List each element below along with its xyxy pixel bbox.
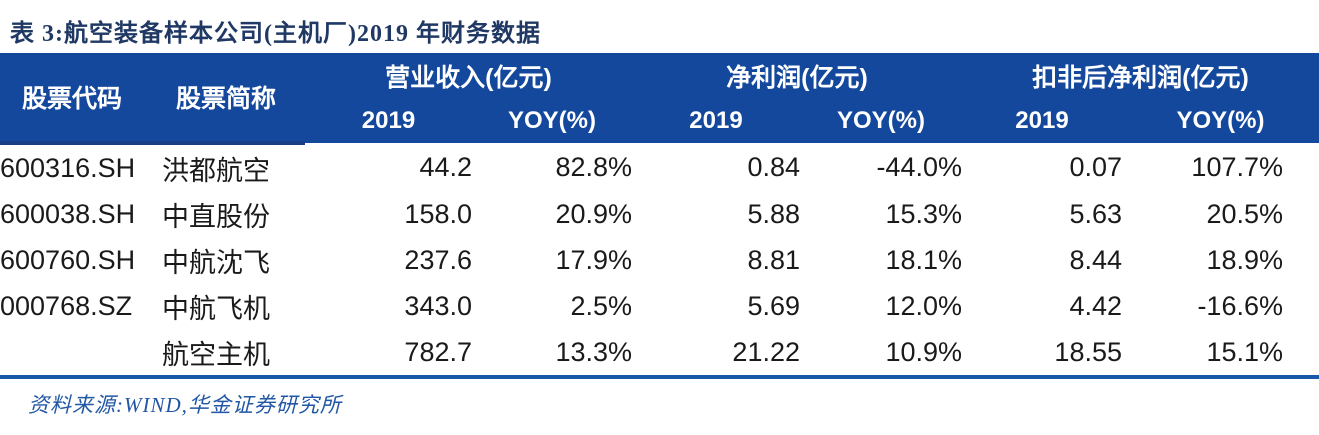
header-revenue-2019: 2019 (305, 99, 472, 143)
cell-deducted-yoy: 107.7% (1191, 151, 1283, 182)
table-row: 600316.SH 洪都航空 44.2 82.8% 0.84 -44.0% 0.… (0, 143, 1319, 191)
cell-deducted-2019: 4.42 (1069, 290, 1122, 321)
cell-net-profit-2019: 21.22 (732, 336, 800, 367)
cell-revenue-yoy: 82.8% (555, 151, 632, 182)
cell-stock-name: 中航沈飞 (162, 247, 270, 278)
header-stock-code: 股票代码 (0, 53, 162, 145)
cell-revenue-2019: 782.7 (404, 336, 472, 367)
header-revenue-yoy: YOY(%) (472, 99, 632, 143)
cell-stock-name: 中航飞机 (162, 293, 270, 324)
cell-revenue-yoy: 13.3% (555, 336, 632, 367)
cell-stock-name: 中直股份 (162, 201, 270, 232)
cell-revenue-yoy: 2.5% (570, 290, 632, 321)
cell-net-profit-2019: 0.84 (747, 151, 800, 182)
cell-deducted-yoy: 20.5% (1206, 198, 1283, 229)
financial-table: 股票代码 股票简称 营业收入(亿元) 净利润(亿元) 扣非后净利润(亿元) 20… (0, 53, 1319, 375)
header-group-net-profit: 净利润(亿元) (632, 53, 962, 99)
cell-net-profit-2019: 5.69 (747, 290, 800, 321)
table-row-total: 航空主机 782.7 13.3% 21.22 10.9% 18.55 15.1% (0, 329, 1319, 375)
table-row: 600038.SH 中直股份 158.0 20.9% 5.88 15.3% 5.… (0, 191, 1319, 237)
table-body: 600316.SH 洪都航空 44.2 82.8% 0.84 -44.0% 0.… (0, 143, 1319, 375)
cell-net-profit-2019: 5.88 (747, 198, 800, 229)
table-caption: 表 3:航空装备样本公司(主机厂)2019 年财务数据 (10, 21, 541, 47)
cell-net-profit-yoy: 10.9% (885, 336, 962, 367)
cell-stock-name: 航空主机 (162, 339, 270, 370)
source-note: 资料来源:WIND,华金证券研究所 (28, 393, 342, 417)
table-bottom-rule (0, 375, 1319, 379)
cell-stock-code: 000768.SZ (0, 290, 133, 321)
header-deducted-yoy: YOY(%) (1122, 99, 1319, 143)
cell-stock-name: 洪都航空 (162, 155, 270, 186)
cell-revenue-yoy: 17.9% (555, 244, 632, 275)
cell-stock-code: 600038.SH (0, 198, 136, 229)
cell-net-profit-yoy: -44.0% (876, 151, 962, 182)
header-stock-name: 股票简称 (162, 53, 305, 145)
cell-deducted-yoy: -16.6% (1197, 290, 1283, 321)
cell-deducted-yoy: 18.9% (1206, 244, 1283, 275)
cell-revenue-yoy: 20.9% (555, 198, 632, 229)
cell-revenue-2019: 158.0 (404, 198, 472, 229)
header-group-revenue: 营业收入(亿元) (305, 53, 632, 99)
header-group-deducted-net-profit: 扣非后净利润(亿元) (962, 53, 1319, 99)
cell-net-profit-yoy: 15.3% (885, 198, 962, 229)
cell-net-profit-yoy: 18.1% (885, 244, 962, 275)
header-net-profit-2019: 2019 (632, 99, 800, 143)
cell-deducted-2019: 5.63 (1069, 198, 1122, 229)
header-deducted-2019: 2019 (962, 99, 1122, 143)
cell-revenue-2019: 237.6 (404, 244, 472, 275)
cell-deducted-2019: 0.07 (1069, 151, 1122, 182)
header-net-profit-yoy: YOY(%) (800, 99, 962, 143)
table-header: 股票代码 股票简称 营业收入(亿元) 净利润(亿元) 扣非后净利润(亿元) 20… (0, 53, 1319, 145)
cell-deducted-yoy: 15.1% (1206, 336, 1283, 367)
cell-revenue-2019: 44.2 (419, 151, 472, 182)
cell-stock-code: 600316.SH (0, 152, 136, 183)
cell-stock-code (0, 329, 162, 375)
cell-stock-code: 600760.SH (0, 244, 136, 275)
cell-net-profit-2019: 8.81 (747, 244, 800, 275)
cell-revenue-2019: 343.0 (404, 290, 472, 321)
cell-deducted-2019: 8.44 (1069, 244, 1122, 275)
cell-net-profit-yoy: 12.0% (885, 290, 962, 321)
cell-deducted-2019: 18.55 (1054, 336, 1122, 367)
table-row: 600760.SH 中航沈飞 237.6 17.9% 8.81 18.1% 8.… (0, 237, 1319, 283)
table-row: 000768.SZ 中航飞机 343.0 2.5% 5.69 12.0% 4.4… (0, 283, 1319, 329)
